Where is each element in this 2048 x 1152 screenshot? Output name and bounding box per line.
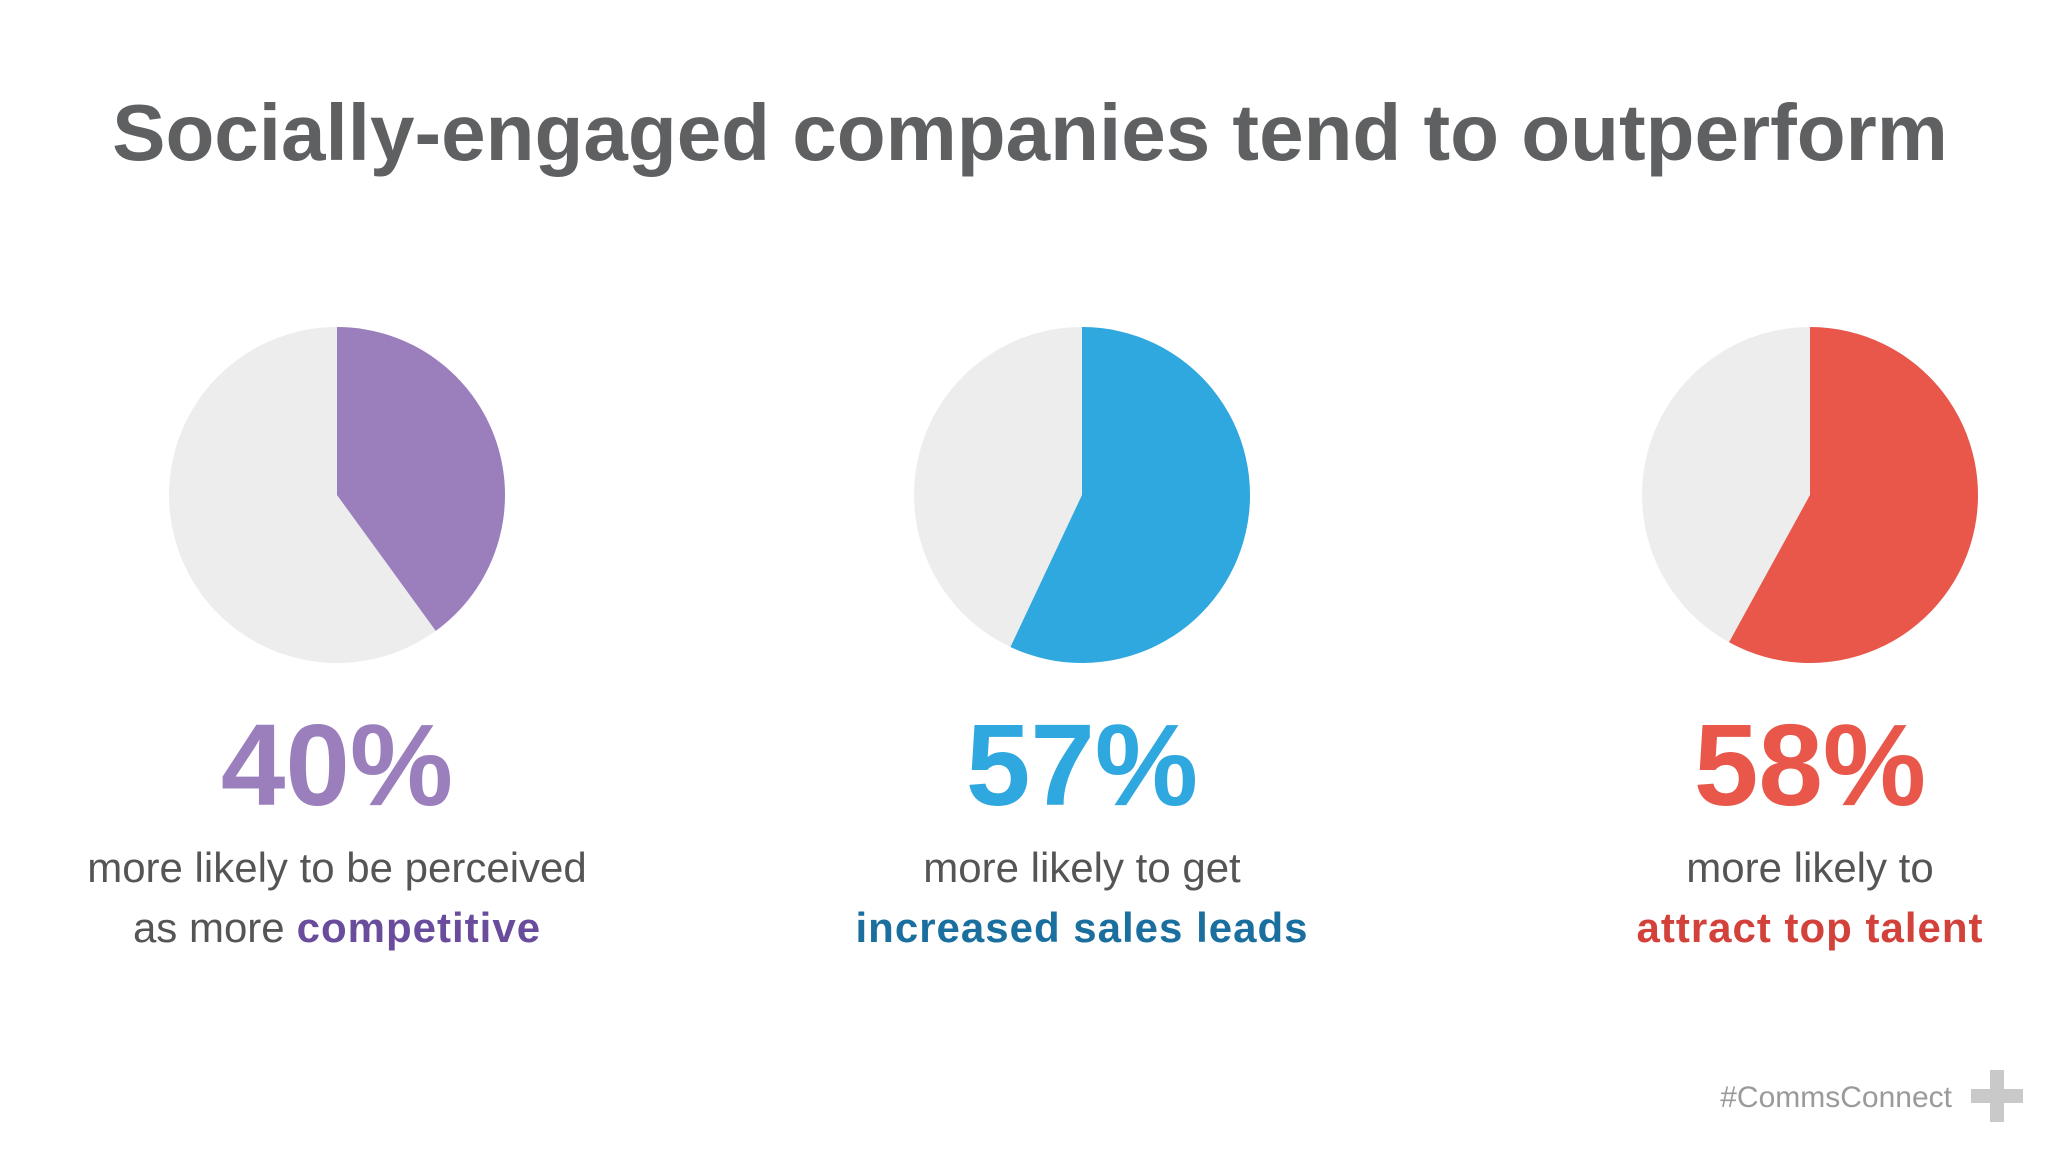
- footer-hashtag: #CommsConnect: [1720, 1081, 1952, 1114]
- caption-line: attract top talent: [1636, 904, 1983, 951]
- pie-slice: [1010, 327, 1251, 663]
- pie-slice: [1729, 327, 1978, 663]
- value-label: 40%: [221, 700, 453, 830]
- value-label: 57%: [966, 700, 1198, 830]
- caption-line: more likely to get: [923, 844, 1241, 891]
- caption-emphasis: increased sales leads: [856, 904, 1309, 951]
- slide-title: Socially-engaged companies tend to outpe…: [112, 88, 1948, 177]
- caption-emphasis: attract top talent: [1636, 904, 1983, 951]
- caption-prefix: as more: [133, 904, 285, 951]
- value-label: 58%: [1694, 700, 1926, 830]
- caption-line: more likely to: [1686, 844, 1933, 891]
- plus-logo: [1971, 1070, 2023, 1122]
- caption-line: as more competitive: [133, 904, 541, 951]
- caption-line: increased sales leads: [856, 904, 1309, 951]
- caption-line: more likely to be perceived: [87, 844, 587, 891]
- pie-slice: [337, 327, 505, 631]
- caption-emphasis: competitive: [297, 904, 541, 951]
